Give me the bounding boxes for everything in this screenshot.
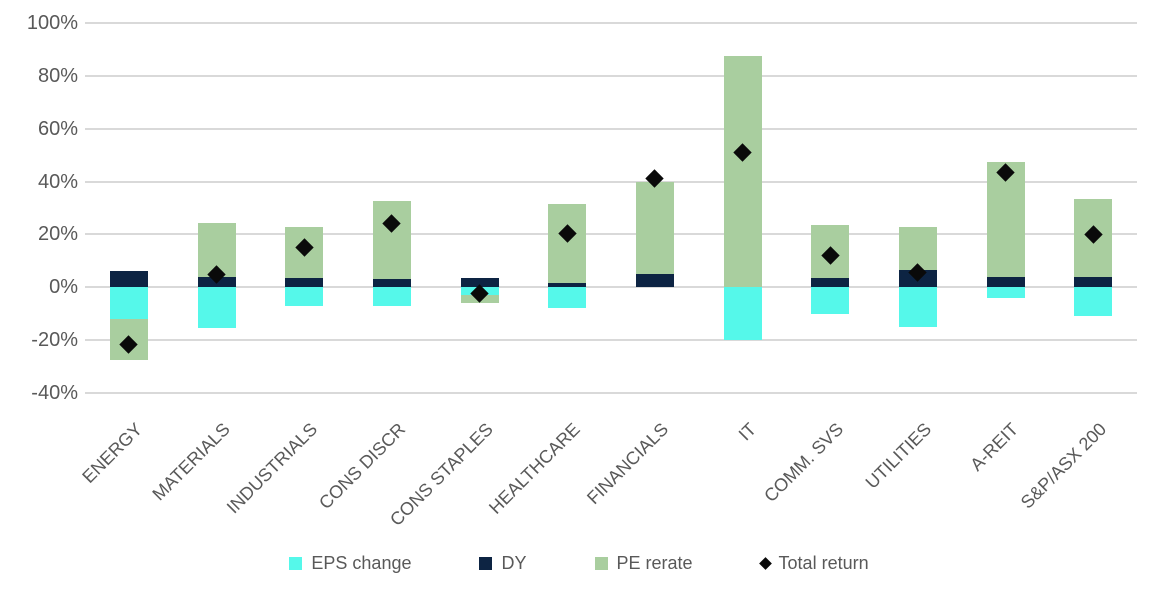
bar-segment-pe-rerate-cons-discr bbox=[372, 201, 411, 280]
legend-item-pe-rerate: PE rerate bbox=[594, 553, 693, 574]
y-gridline-80% bbox=[85, 74, 1137, 77]
x-axis-label-it: IT bbox=[734, 419, 760, 445]
bar-segment-eps-change-comm-svs bbox=[811, 287, 850, 314]
bar-segment-dy-industrials bbox=[285, 278, 324, 288]
bar-segment-dy-s-p-asx-200 bbox=[1074, 276, 1113, 288]
bar-segment-eps-change-s-p-asx-200 bbox=[1074, 287, 1113, 317]
legend-label-total-return: Total return bbox=[778, 553, 869, 573]
legend-item-dy: DY bbox=[479, 553, 527, 574]
bar-segment-pe-rerate-it bbox=[723, 56, 762, 288]
bar-segment-eps-change-healthcare bbox=[548, 287, 587, 309]
bar-segment-pe-rerate-financials bbox=[635, 181, 674, 275]
bar-segment-eps-change-utilities bbox=[898, 287, 937, 327]
bar-segment-eps-change-a-reit bbox=[986, 287, 1025, 298]
bar-segment-dy-a-reit bbox=[986, 276, 1025, 288]
y-axis-tick-label: 20% bbox=[37, 223, 78, 246]
y-axis-tick-label: 100% bbox=[26, 12, 78, 34]
y-gridline-0% bbox=[85, 286, 1137, 289]
chart-legend: EPS change DY PE rerate Total return bbox=[0, 553, 1158, 574]
bar-segment-dy-cons-staples bbox=[460, 278, 499, 288]
bar-segment-dy-financials bbox=[635, 274, 674, 288]
y-gridline-60% bbox=[85, 127, 1137, 130]
bar-segment-dy-cons-discr bbox=[372, 279, 411, 288]
eps-change-swatch-icon bbox=[289, 557, 303, 570]
y-gridline-40% bbox=[85, 180, 1137, 183]
bar-segment-eps-change-industrials bbox=[285, 287, 324, 306]
bar-segment-dy-comm-svs bbox=[811, 278, 850, 288]
legend-item-total-return: Total return bbox=[758, 553, 869, 574]
bar-segment-eps-change-cons-discr bbox=[372, 287, 411, 306]
y-gridline--20% bbox=[85, 339, 1137, 342]
dy-swatch-icon bbox=[479, 557, 493, 570]
x-axis-label-financials: FINANCIALS bbox=[582, 419, 672, 509]
legend-item-eps-change: EPS change bbox=[289, 553, 411, 574]
y-gridline--40% bbox=[85, 392, 1137, 394]
x-axis-label-industrials: INDUSTRIALS bbox=[223, 419, 322, 518]
bar-segment-pe-rerate-healthcare bbox=[548, 204, 587, 284]
x-axis-label-materials: MATERIALS bbox=[148, 419, 234, 505]
total-return-diamond-icon bbox=[758, 557, 772, 570]
y-axis-tick-label: 80% bbox=[37, 64, 78, 87]
legend-label-pe-rerate: PE rerate bbox=[616, 553, 693, 573]
bar-segment-eps-change-energy bbox=[109, 287, 148, 319]
y-axis-tick-label: -40% bbox=[31, 382, 78, 404]
x-axis-label-utilities: UTILITIES bbox=[861, 419, 935, 493]
pe-rerate-swatch-icon bbox=[594, 557, 608, 570]
bar-segment-pe-rerate-utilities bbox=[898, 226, 937, 271]
x-axis-label-healthcare: HEALTHCARE bbox=[485, 419, 585, 518]
bar-segment-eps-change-materials bbox=[197, 287, 236, 329]
y-axis-tick-label: 0% bbox=[49, 276, 78, 299]
legend-label-dy: DY bbox=[501, 553, 527, 573]
bar-segment-eps-change-it bbox=[723, 287, 762, 341]
x-axis-label-a-reit: A-REIT bbox=[966, 419, 1023, 475]
x-axis-label-comm-svs: COMM. SVS bbox=[760, 419, 848, 506]
legend-label-eps-change: EPS change bbox=[311, 553, 412, 573]
y-gridline-100% bbox=[85, 22, 1137, 24]
y-axis-tick-label: 40% bbox=[37, 170, 78, 193]
x-axis-label-energy: ENERGY bbox=[78, 419, 146, 487]
bar-segment-dy-healthcare bbox=[548, 283, 587, 288]
y-axis-tick-label: -20% bbox=[31, 329, 78, 352]
y-gridline-20% bbox=[85, 233, 1137, 236]
x-axis-label-cons-discr: CONS DISCR bbox=[314, 419, 409, 514]
x-axis-label-s-p-asx-200: S&P/ASX 200 bbox=[1016, 419, 1111, 513]
bar-segment-dy-energy bbox=[109, 271, 148, 288]
y-axis-tick-label: 60% bbox=[37, 117, 78, 140]
